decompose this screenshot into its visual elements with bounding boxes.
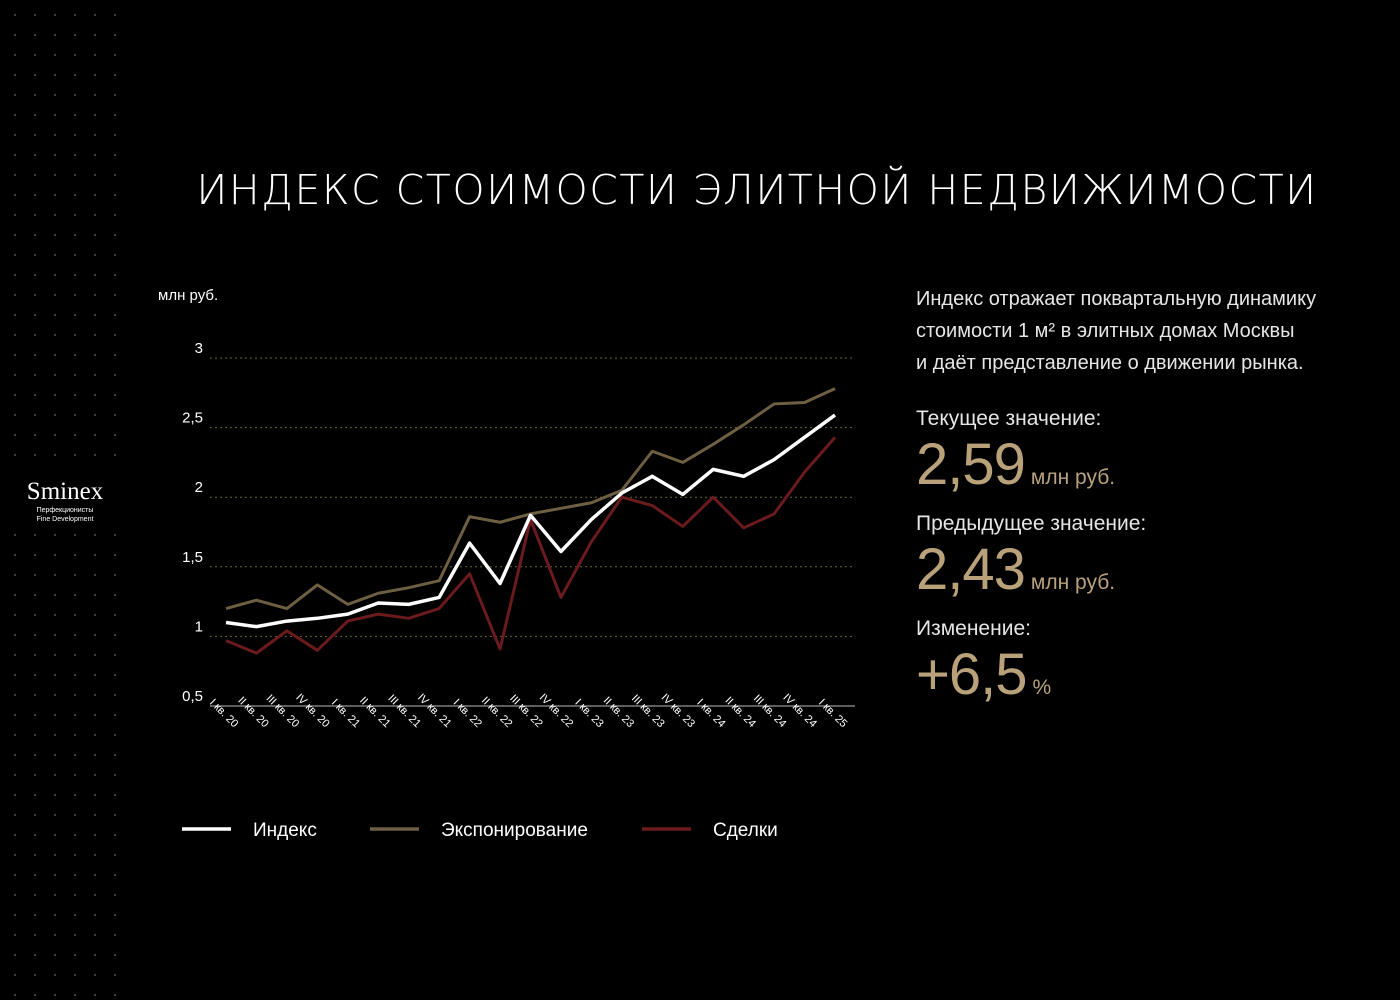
y-tick-label: 2 <box>195 479 203 496</box>
y-tick-label: 2,5 <box>182 410 203 427</box>
unit: % <box>1032 676 1052 699</box>
y-axis-label: млн руб. <box>158 287 218 304</box>
legend-label: Экспонирование <box>441 820 588 841</box>
y-tick-label: 0,5 <box>182 688 203 705</box>
change-label: Изменение: <box>916 617 1031 640</box>
x-tick-label: IV кв. 22 <box>537 692 576 731</box>
x-tick-label: I кв. 25 <box>816 697 849 730</box>
x-tick-label: IV кв. 24 <box>780 692 819 731</box>
previous-value: 2,43 <box>916 537 1026 602</box>
logo-tagline: Fine Development <box>37 516 94 523</box>
x-tick-label: IV кв. 23 <box>659 692 698 731</box>
description-line: и даёт представление о движении рынка. <box>916 352 1304 374</box>
logo-bg <box>5 470 125 530</box>
info-panel: Индекс отражает поквартальную динамику ст… <box>916 283 1376 708</box>
logo: Sminex <box>27 478 104 505</box>
y-tick-label: 1 <box>195 618 203 635</box>
x-tick-label: IV кв. 20 <box>293 692 332 731</box>
current-value: 2,59 <box>916 432 1026 497</box>
y-tick-label: 1,5 <box>182 549 203 566</box>
description: Индекс отражает поквартальную динамику ст… <box>916 283 1376 379</box>
current-row: 2,59 млн руб. <box>916 431 1376 498</box>
description-line: Индекс отражает поквартальную динамику <box>916 288 1317 310</box>
current-label: Текущее значение: <box>916 407 1102 430</box>
legend-label: Сделки <box>713 820 778 841</box>
unit: млн руб. <box>1030 571 1116 594</box>
x-tick-label: IV кв. 21 <box>415 692 454 731</box>
chart-title: ИНДЕКС СТОИМОСТИ ЭЛИТНОЙ НЕДВИЖИМОСТИ <box>196 166 1317 214</box>
previous-label: Предыдущее значение: <box>916 512 1147 535</box>
legend-label: Индекс <box>253 820 317 841</box>
y-tick-label: 3 <box>195 340 203 357</box>
series-line <box>225 436 837 655</box>
description-line: стоимости 1 м² в элитных домах Москвы <box>916 320 1295 342</box>
logo-tagline: Перфекционисты <box>37 507 94 514</box>
unit: млн руб. <box>1030 466 1116 489</box>
change-row: +6,5% <box>916 641 1376 708</box>
series-line <box>225 387 836 611</box>
previous-row: 2,43 млн руб. <box>916 536 1376 603</box>
series-line <box>225 413 837 629</box>
change-value: +6,5 <box>916 642 1027 707</box>
